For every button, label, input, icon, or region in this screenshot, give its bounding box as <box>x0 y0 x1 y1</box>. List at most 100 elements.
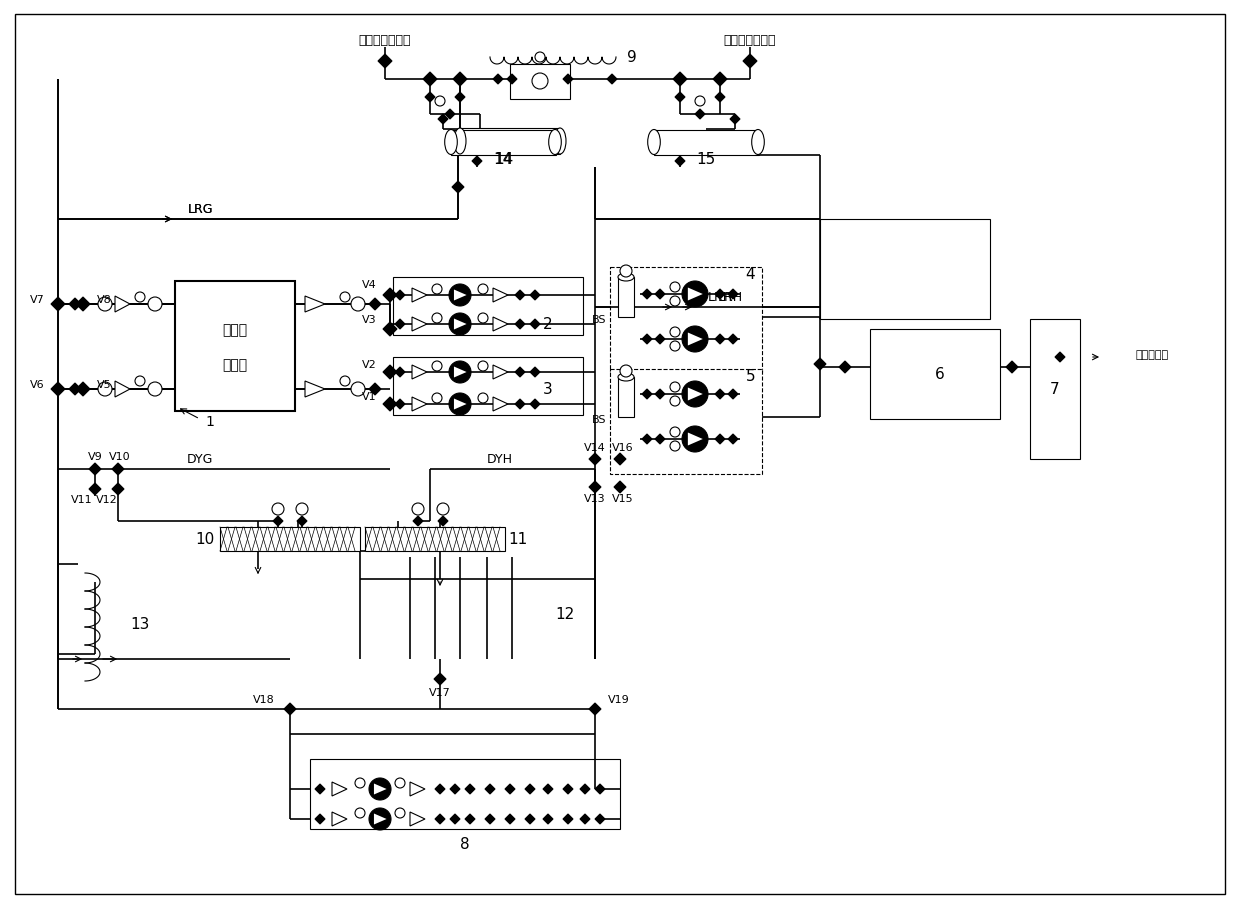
Polygon shape <box>410 783 425 796</box>
Polygon shape <box>413 517 423 527</box>
Circle shape <box>670 328 680 338</box>
Circle shape <box>98 383 112 396</box>
Polygon shape <box>298 517 308 527</box>
Polygon shape <box>305 297 325 312</box>
Polygon shape <box>370 384 381 395</box>
Polygon shape <box>688 333 703 346</box>
Text: V1: V1 <box>362 392 377 402</box>
Polygon shape <box>529 320 539 330</box>
Ellipse shape <box>554 128 565 155</box>
Polygon shape <box>465 784 475 794</box>
Polygon shape <box>454 399 466 410</box>
Polygon shape <box>315 814 325 824</box>
Polygon shape <box>515 400 525 410</box>
Text: V10: V10 <box>109 452 130 462</box>
Circle shape <box>670 383 680 393</box>
Polygon shape <box>728 390 738 400</box>
Ellipse shape <box>445 130 458 156</box>
Polygon shape <box>115 297 130 312</box>
Circle shape <box>432 284 441 294</box>
Text: V9: V9 <box>88 452 103 462</box>
Circle shape <box>620 266 632 278</box>
Polygon shape <box>370 299 381 311</box>
Polygon shape <box>694 110 706 120</box>
Bar <box>618 377 634 417</box>
Text: 蒸发器: 蒸发器 <box>222 358 248 372</box>
Polygon shape <box>507 75 517 85</box>
Circle shape <box>98 298 112 312</box>
Polygon shape <box>374 783 387 794</box>
Polygon shape <box>543 814 553 824</box>
Bar <box>1030 320 1080 459</box>
Bar <box>460 128 560 155</box>
Polygon shape <box>515 291 525 301</box>
Polygon shape <box>465 814 475 824</box>
Circle shape <box>370 808 391 830</box>
Polygon shape <box>642 390 652 400</box>
Text: DYG: DYG <box>187 453 213 466</box>
Circle shape <box>620 365 632 377</box>
Bar <box>451 131 556 156</box>
Circle shape <box>432 313 441 323</box>
Polygon shape <box>445 110 455 120</box>
Circle shape <box>682 382 708 407</box>
Polygon shape <box>435 784 445 794</box>
Polygon shape <box>1055 353 1065 363</box>
Polygon shape <box>589 454 601 466</box>
Polygon shape <box>715 390 725 400</box>
Polygon shape <box>115 382 130 397</box>
Circle shape <box>340 292 350 302</box>
Polygon shape <box>453 182 464 194</box>
Text: V14: V14 <box>584 443 606 453</box>
Text: LRG: LRG <box>187 203 213 216</box>
Circle shape <box>449 362 471 384</box>
Text: DYH: DYH <box>487 453 513 466</box>
Polygon shape <box>563 75 573 85</box>
Circle shape <box>670 442 680 452</box>
Polygon shape <box>608 75 618 85</box>
Polygon shape <box>454 291 466 302</box>
Circle shape <box>694 97 706 107</box>
Bar <box>618 278 634 318</box>
Circle shape <box>477 313 489 323</box>
Ellipse shape <box>454 128 466 155</box>
Text: 8: 8 <box>460 836 470 852</box>
Polygon shape <box>1006 362 1018 374</box>
Circle shape <box>477 394 489 404</box>
Polygon shape <box>728 290 738 300</box>
Polygon shape <box>438 115 448 125</box>
Polygon shape <box>454 367 466 378</box>
Polygon shape <box>728 435 738 445</box>
Polygon shape <box>51 298 64 312</box>
Polygon shape <box>543 784 553 794</box>
Polygon shape <box>305 382 325 397</box>
Polygon shape <box>112 464 124 476</box>
Circle shape <box>682 426 708 453</box>
Polygon shape <box>688 433 703 446</box>
Circle shape <box>532 74 548 90</box>
Polygon shape <box>51 383 64 396</box>
Polygon shape <box>673 73 687 87</box>
Circle shape <box>351 298 365 312</box>
Polygon shape <box>715 93 725 103</box>
Text: V17: V17 <box>429 687 451 697</box>
Text: 7: 7 <box>1050 382 1060 397</box>
Circle shape <box>670 396 680 406</box>
Polygon shape <box>563 814 573 824</box>
Polygon shape <box>715 290 725 300</box>
Polygon shape <box>813 359 826 371</box>
Circle shape <box>670 342 680 352</box>
Polygon shape <box>485 814 495 824</box>
Polygon shape <box>655 290 665 300</box>
Polygon shape <box>728 334 738 344</box>
Polygon shape <box>383 322 397 337</box>
Polygon shape <box>396 368 405 377</box>
Polygon shape <box>315 784 325 794</box>
Bar <box>870 330 999 420</box>
Text: 1: 1 <box>205 415 213 428</box>
Circle shape <box>449 284 471 307</box>
Text: V19: V19 <box>608 694 630 704</box>
Text: 11: 11 <box>508 532 527 547</box>
Text: V11: V11 <box>71 495 93 505</box>
Circle shape <box>436 504 449 516</box>
